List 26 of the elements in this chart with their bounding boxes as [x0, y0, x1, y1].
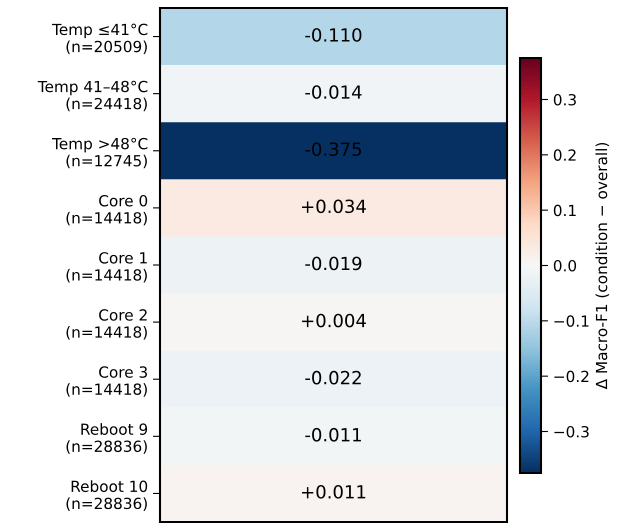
data-label: -0.110 — [305, 28, 362, 42]
data-label: +0.004 — [302, 314, 366, 328]
y-tick-label: Temp ≤41°C (n=20509) — [52, 24, 148, 54]
y-tick-label: Core 2 (n=14418) — [66, 309, 147, 340]
y-tick-label: Temp >48°C (n=12745) — [52, 138, 148, 168]
color-bar-label: −0.3 — [554, 426, 589, 438]
color-bar-label: 0.2 — [554, 149, 576, 161]
color-bar-label: 0.0 — [554, 260, 576, 272]
data-label: -0.014 — [305, 85, 362, 99]
data-label: -0.375 — [305, 142, 362, 156]
y-tick-label: Temp 41–48°C (n=24418) — [38, 80, 148, 112]
color-bar-label: 0.1 — [554, 204, 576, 216]
color-bar-label: −0.2 — [554, 370, 588, 382]
y-tick-label: Reboot 10 (n=28836) — [66, 480, 148, 511]
color-bar-label: 0.3 — [554, 94, 576, 106]
y-tick-label: Core 3 (n=14418) — [66, 366, 147, 397]
data-label: -0.022 — [305, 370, 361, 384]
y-tick-label: Reboot 9 (n=28836) — [66, 423, 148, 454]
y-tick-label: Core 1 (n=14418) — [66, 252, 147, 283]
color-bar-label: −0.1 — [554, 315, 588, 327]
data-label: +0.011 — [302, 485, 366, 499]
data-label: -0.019 — [305, 256, 362, 270]
color-bar-title: Δ Macro-F1 (condition − overall) — [595, 142, 610, 390]
data-label: +0.034 — [302, 199, 366, 214]
data-label: -0.011 — [305, 428, 361, 442]
y-tick-label: Core 0 (n=14418) — [66, 194, 148, 226]
